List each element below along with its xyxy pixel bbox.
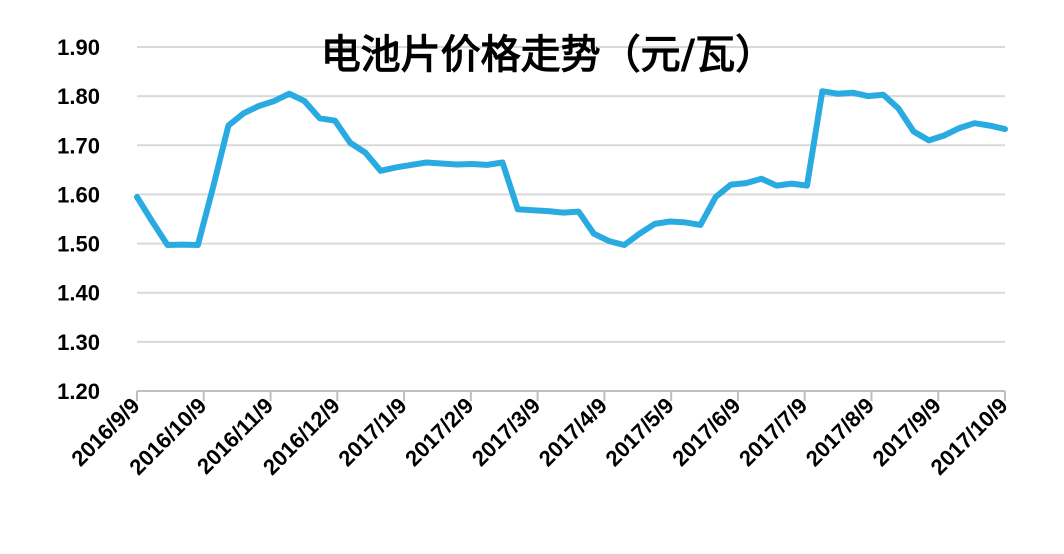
- price-series-line: [134, 88, 1008, 248]
- series-layer: [134, 88, 1008, 248]
- gridlines: [137, 46, 1005, 392]
- y-tick-label: 1.50: [57, 232, 100, 257]
- y-tick-label: 1.30: [57, 330, 100, 355]
- y-tick-label: 1.60: [57, 182, 100, 207]
- x-tick-label: 2017/4/9: [534, 393, 612, 471]
- y-axis-tick-labels: 1.20 1.30 1.40 1.50 1.60 1.70 1.80 1.90: [57, 35, 100, 404]
- y-tick-label: 1.40: [57, 281, 100, 306]
- x-tick-label: 2017/7/9: [734, 393, 812, 471]
- x-tick-label: 2017/2/9: [400, 393, 478, 471]
- y-tick-label: 1.20: [57, 379, 100, 404]
- x-tick-label: 2017/6/9: [667, 393, 745, 471]
- chart-title: 电池片价格走势（元/瓦）: [321, 32, 776, 78]
- y-tick-label: 1.70: [57, 133, 100, 158]
- y-tick-label: 1.80: [57, 84, 100, 109]
- x-tick-label: 2017/8/9: [801, 393, 879, 471]
- x-tick-label: 2017/5/9: [600, 393, 678, 471]
- x-axis-tick-labels: 2016/9/92016/10/92016/11/92016/12/92017/…: [66, 393, 1012, 480]
- x-axis: [136, 390, 1006, 401]
- x-tick-label: 2017/3/9: [467, 393, 545, 471]
- x-tick-label: 2017/1/9: [333, 393, 411, 471]
- y-tick-label: 1.90: [57, 35, 100, 60]
